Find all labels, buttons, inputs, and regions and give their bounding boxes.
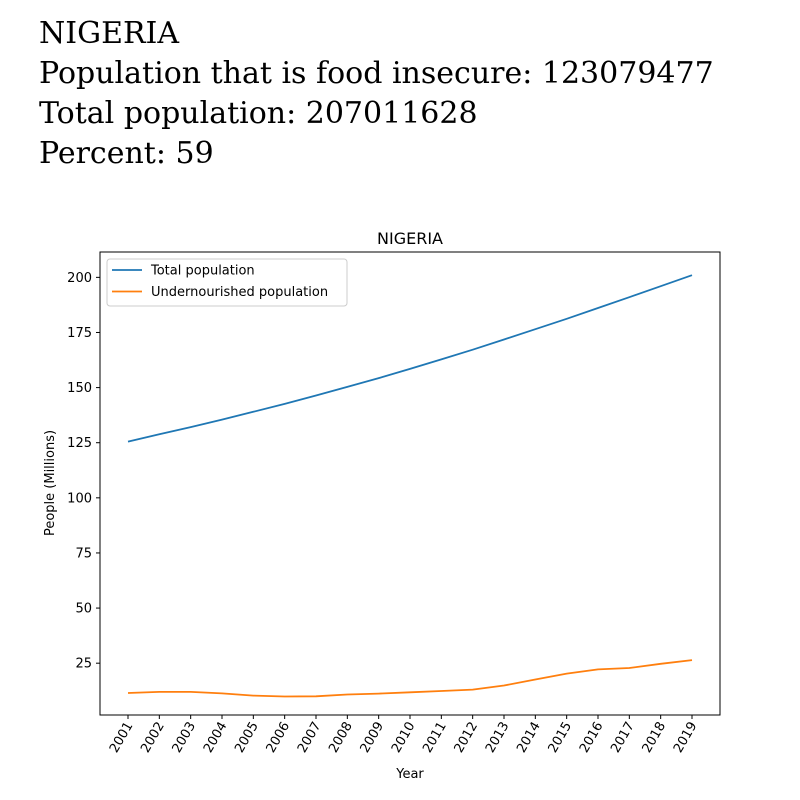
- series-layer: [127, 274, 693, 698]
- x-tick-label: 2004: [201, 720, 231, 756]
- x-tick-label: 2012: [452, 720, 482, 756]
- x-tick-label: 2016: [577, 720, 607, 756]
- x-tick-label: 2017: [608, 720, 638, 756]
- total-population-summary: Total population: 207011628: [39, 96, 478, 131]
- y-tick-label: 50: [75, 602, 92, 617]
- chart-title: NIGERIA: [377, 229, 443, 248]
- y-axis-label: People (Millions): [43, 430, 58, 536]
- y-tick-label: 25: [75, 657, 92, 672]
- x-tick-label: 2009: [358, 720, 388, 756]
- x-tick-label: 2001: [107, 720, 137, 756]
- x-tick-label: 2005: [232, 720, 262, 756]
- x-tick-label: 2018: [640, 720, 670, 756]
- legend: Total population Undernourished populatio…: [106, 258, 348, 307]
- x-tick-label: 2010: [389, 720, 419, 756]
- total-population-line: [127, 274, 693, 443]
- legend-box: [106, 258, 348, 307]
- x-tick-label: 2013: [483, 720, 513, 756]
- percent-summary: Percent: 59: [39, 136, 214, 171]
- x-tick-label: 2014: [514, 720, 544, 756]
- y-tick-label: 100: [67, 491, 92, 506]
- x-tick-label: 2003: [170, 720, 200, 756]
- x-tick-label: 2011: [420, 720, 450, 756]
- y-tick-label: 200: [67, 271, 92, 286]
- undernourished-population-line: [127, 659, 693, 698]
- x-tick-label: 2006: [264, 720, 294, 756]
- x-tick-label: 2002: [138, 720, 168, 756]
- x-tick-label: 2015: [546, 720, 576, 756]
- y-tick-label: 75: [75, 546, 92, 561]
- legend-entry-label: Undernourished population: [151, 285, 328, 300]
- plot-frame: [99, 251, 721, 716]
- legend-entry-label: Total population: [150, 264, 255, 279]
- country-heading: NIGERIA: [39, 16, 180, 51]
- x-tick-label: 2019: [671, 720, 701, 756]
- food-insecure-summary: Population that is food insecure: 123079…: [39, 56, 714, 91]
- y-tick-label: 125: [67, 436, 92, 451]
- x-axis-label: Year: [395, 767, 424, 782]
- header-text-block: NIGERIA Population that is food insecure…: [39, 14, 714, 174]
- x-tick-label: 2007: [295, 720, 325, 756]
- y-tick-label: 175: [67, 326, 92, 341]
- x-tick-label: 2008: [326, 720, 356, 756]
- y-tick-label: 150: [67, 381, 92, 396]
